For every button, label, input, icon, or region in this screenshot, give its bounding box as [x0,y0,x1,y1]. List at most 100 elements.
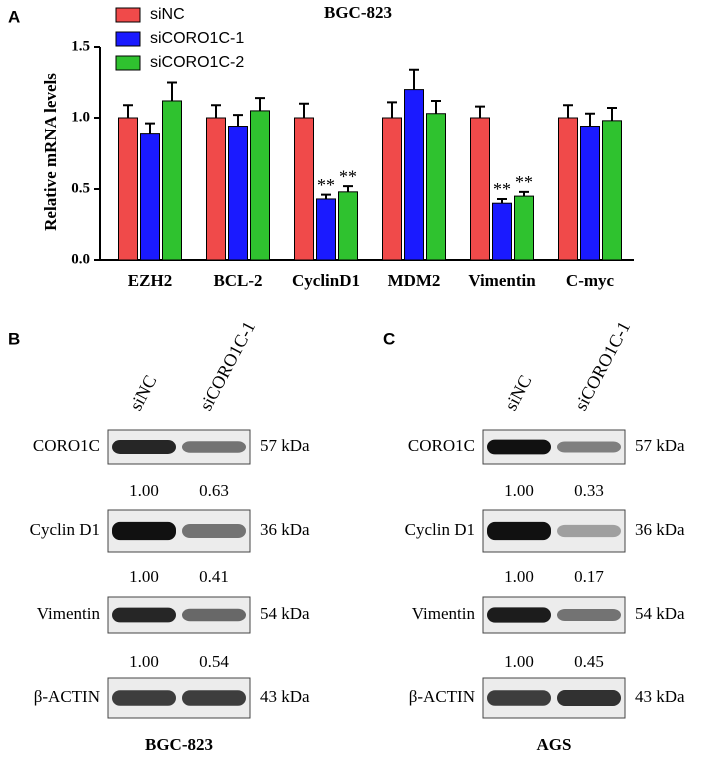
legend-swatch [115,31,141,47]
panel-label: B [8,329,20,348]
legend-swatch [115,7,141,23]
protein-name: β-ACTIN [34,687,100,706]
error-bar [299,102,309,118]
x-tick-label: C-myc [566,271,615,290]
error-bar [387,101,397,118]
bar [228,126,248,261]
blot-band [557,608,621,622]
error-bar [233,114,243,127]
error-bar [167,81,177,101]
error-bar [563,104,573,118]
bar [250,110,270,261]
quantification: 1.00 [129,652,159,671]
y-axis-label: Relative mRNA levels [41,73,60,231]
bar [338,191,358,261]
error-bar [607,107,617,121]
blot-band [112,521,176,541]
blot-band [182,608,246,622]
protein-name: β-ACTIN [409,687,475,706]
blot-band [182,441,246,453]
legend-label: siCORO1C-2 [150,54,244,71]
bar [580,126,600,261]
error-bar [497,197,507,204]
protein-name: Vimentin [412,604,476,623]
quantification: 0.33 [574,481,604,500]
blot-band [112,440,176,454]
bar [118,117,138,261]
x-tick-label: MDM2 [388,271,441,290]
significance-label: ** [317,175,335,195]
lane-label: siCORO1C-1 [196,318,260,414]
quantification: 1.00 [504,481,534,500]
y-tick-label: 1.0 [71,109,90,125]
significance-label: ** [339,166,357,186]
error-bar [255,97,265,111]
protein-size: 36 kDa [260,520,310,539]
error-bar [211,104,221,118]
quantification: 0.41 [199,567,229,586]
panel-label: C [383,329,395,348]
quantification: 0.45 [574,652,604,671]
blot-band [112,690,176,706]
cell-line: BGC-823 [145,735,213,754]
quantification: 1.00 [504,567,534,586]
legend-swatch [115,55,141,71]
y-tick-label: 1.5 [71,38,90,54]
bar [140,133,160,261]
quantification: 0.63 [199,481,229,500]
significance-label: ** [515,172,533,192]
protein-name: CORO1C [33,436,100,455]
bar [558,117,578,261]
blot-band [557,524,621,538]
error-bar [343,185,353,192]
protein-name: Cyclin D1 [405,520,475,539]
protein-size: 54 kDa [635,604,685,623]
bar [426,113,446,261]
error-bar [519,190,529,197]
quantification: 0.17 [574,567,604,586]
bar [162,100,182,261]
y-tick-label: 0.0 [71,251,90,267]
protein-name: Vimentin [37,604,101,623]
chart-title: BGC-823 [324,3,392,22]
significance-label: ** [493,179,511,199]
blot-band [112,607,176,623]
panel-label: A [8,7,20,26]
blot-band [557,690,621,706]
error-bar [321,193,331,199]
x-tick-label: BCL-2 [213,271,262,290]
x-tick-label: EZH2 [128,271,172,290]
lane-label: siCORO1C-1 [571,318,635,414]
protein-size: 43 kDa [635,687,685,706]
bar [382,117,402,261]
bar [602,120,622,261]
error-bar [475,105,485,118]
bar [316,198,336,261]
error-bar [145,122,155,134]
blot-band [182,690,246,706]
blot-band [487,607,551,623]
bar [470,117,490,261]
blot-band [487,521,551,541]
blot-band [182,523,246,539]
protein-name: Cyclin D1 [30,520,100,539]
y-tick-label: 0.5 [71,180,90,196]
blot-band [487,439,551,455]
lane-label: siNC [501,372,536,414]
protein-size: 57 kDa [635,436,685,455]
bar [514,195,534,261]
quantification: 0.54 [199,652,229,671]
bar [294,117,314,261]
lane-label: siNC [126,372,161,414]
bar [206,117,226,261]
protein-size: 43 kDa [260,687,310,706]
quantification: 1.00 [129,567,159,586]
bar [404,89,424,261]
x-tick-label: CyclinD1 [292,271,360,290]
bar [492,202,512,261]
quantification: 1.00 [504,652,534,671]
protein-size: 57 kDa [260,436,310,455]
error-bar [431,99,441,114]
error-bar [123,104,133,118]
